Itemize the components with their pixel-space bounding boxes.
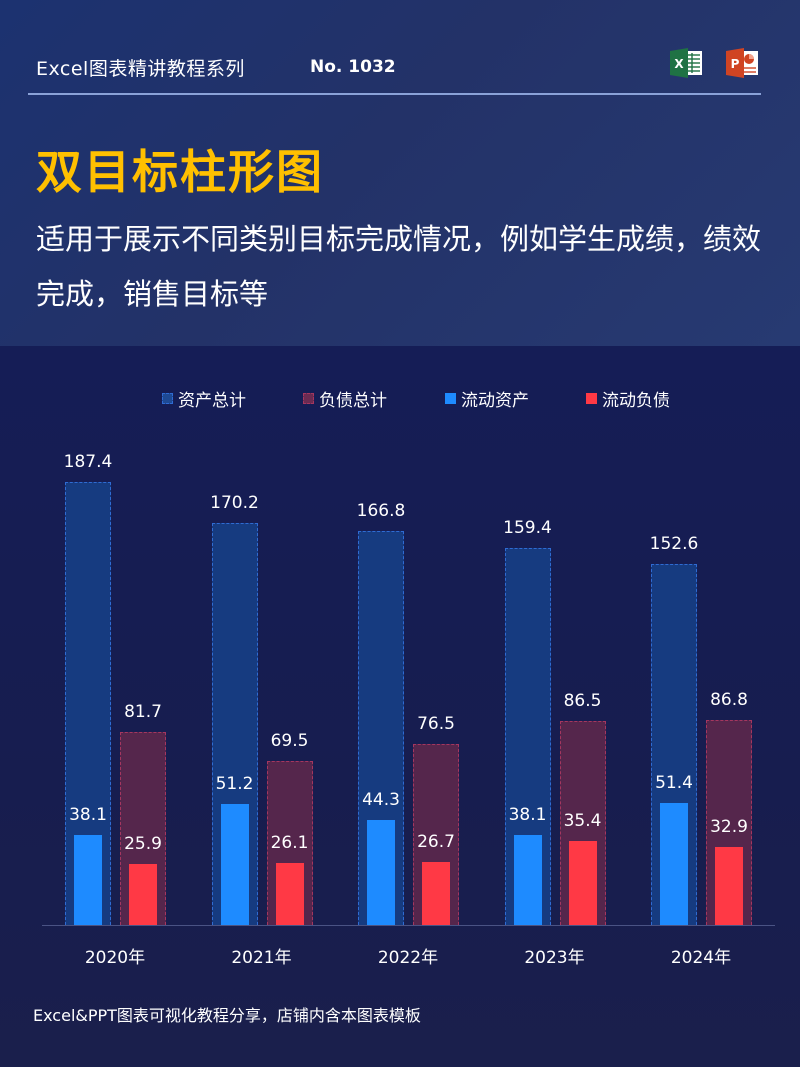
legend-swatch-icon [586,393,597,404]
excel-icon: X [670,48,702,78]
bar-current-assets [513,834,542,925]
chart-legend: 资产总计 负债总计 流动资产 流动负债 [0,386,800,412]
value-label-current-assets: 38.1 [508,804,547,825]
value-label-current-assets: 51.2 [215,773,254,794]
bar-current-assets [367,820,395,925]
value-label-total-liabilities: 69.5 [270,730,309,751]
legend-item-current-assets: 流动资产 [445,386,529,411]
value-label-current-assets: 44.3 [362,790,400,811]
value-label-current-liabilities: 35.4 [563,811,602,832]
series-title: Excel图表精讲教程系列 [36,58,245,80]
legend-item-total-assets: 资产总计 [162,386,246,411]
footer-note: Excel&PPT图表可视化教程分享，店铺内含本图表模板 [33,1006,421,1025]
value-label-total-assets: 187.4 [63,452,113,472]
header-banner: Excel图表精讲教程系列 No. 1032 X P 双目标柱形图 适用于展示不… [0,0,800,346]
value-label-current-assets: 51.4 [655,773,693,794]
page-subtitle: 适用于展示不同类别目标完成情况，例如学生成绩，绩效完成，销售目标等 [36,222,762,311]
value-label-total-assets: 159.4 [503,518,552,539]
value-label-current-liabilities: 26.7 [417,831,455,852]
legend-item-total-liabilities: 负债总计 [303,386,387,411]
page-title: 双目标柱形图 [36,145,324,199]
value-label-total-liabilities: 76.5 [417,714,455,735]
legend-label: 流动负债 [602,391,670,411]
bar-current-liabilities [715,847,743,925]
value-label-total-liabilities: 81.7 [124,701,162,722]
bar-current-liabilities [129,863,157,925]
legend-label: 负债总计 [319,391,387,411]
value-label-current-liabilities: 25.9 [124,833,162,854]
powerpoint-icon: P [726,48,758,78]
value-label-total-assets: 170.2 [210,492,259,513]
legend-item-current-liabilities: 流动负债 [586,386,670,411]
legend-swatch-icon [303,393,314,404]
value-label-current-assets: 38.1 [69,804,107,825]
bar-current-assets [74,834,102,925]
x-axis-tick-label: 2024年 [670,948,732,968]
x-axis-tick-label: 2020年 [84,948,146,968]
legend-swatch-icon [445,393,456,404]
x-axis-tick-label: 2023年 [524,948,585,968]
legend-label: 资产总计 [178,391,246,411]
legend-label: 流动资产 [461,391,529,411]
value-label-total-assets: 152.6 [649,534,699,555]
x-axis-line [42,925,775,926]
legend-swatch-icon [162,393,173,404]
series-number: No. 1032 [310,57,396,77]
bar-current-liabilities [568,841,597,925]
bar-current-liabilities [422,861,450,925]
bar-current-assets [660,803,688,925]
x-axis-tick-label: 2022年 [377,948,439,968]
value-label-current-liabilities: 32.9 [710,817,748,838]
value-label-current-liabilities: 26.1 [270,833,309,854]
value-label-total-liabilities: 86.8 [710,689,748,710]
bar-current-assets [220,803,249,925]
bar-current-liabilities [275,863,304,925]
value-label-total-assets: 166.8 [356,500,406,521]
svg-text:X: X [674,57,684,71]
header-divider [28,93,761,95]
svg-text:P: P [731,57,740,71]
value-label-total-liabilities: 86.5 [563,690,602,711]
x-axis-tick-label: 2021年 [231,948,292,968]
